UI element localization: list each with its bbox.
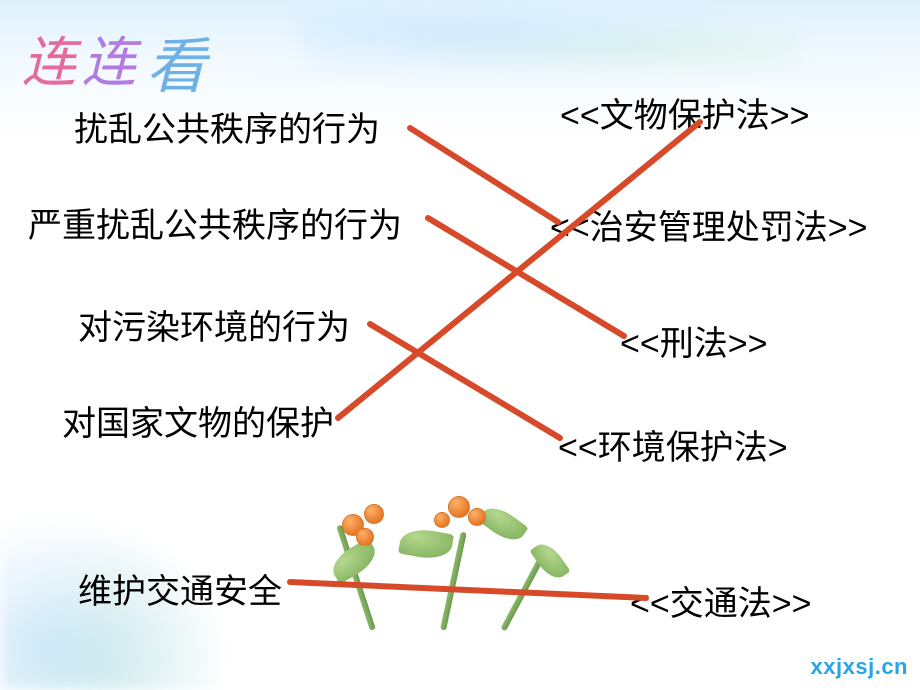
left-item-3: 对国家文物的保护 [62, 396, 334, 445]
plant-illustration [330, 490, 570, 630]
title-char-1: 连 [22, 18, 82, 105]
right-item-2: <<刑法>> [620, 316, 767, 365]
connection-line-2 [370, 324, 560, 438]
left-item-0: 扰乱公共秩序的行为 [74, 102, 380, 151]
left-item-4: 维护交通安全 [78, 564, 282, 613]
right-item-1: <<治安管理处罚法>> [550, 200, 867, 249]
right-item-2-text: <<刑法>> [620, 325, 767, 363]
left-item-0-text: 扰乱公共秩序的行为 [74, 111, 380, 149]
title-char-2: 连 [82, 18, 142, 105]
right-item-4: <<交通法>> [630, 576, 811, 625]
right-item-3-text: <<环境保护法> [558, 429, 788, 467]
page-title: 连 连 看 [22, 18, 212, 105]
watermark: xxjxsj.cn [811, 654, 908, 680]
left-item-2-text: 对污染环境的行为 [78, 309, 350, 347]
left-item-1: 严重扰乱公共秩序的行为 [28, 198, 402, 247]
right-item-4-text: <<交通法>> [630, 585, 811, 623]
title-char-3: 看 [146, 18, 212, 105]
right-item-3: <<环境保护法> [558, 420, 788, 469]
left-item-2: 对污染环境的行为 [78, 300, 350, 349]
left-item-3-text: 对国家文物的保护 [62, 405, 334, 443]
left-item-1-text: 严重扰乱公共秩序的行为 [28, 207, 402, 245]
left-item-4-text: 维护交通安全 [78, 573, 282, 611]
connection-line-0 [410, 128, 558, 222]
right-item-1-text: <<治安管理处罚法>> [550, 209, 867, 247]
right-item-0-text: <<文物保护法>> [560, 97, 809, 135]
right-item-0: <<文物保护法>> [560, 88, 809, 137]
connection-line-3 [338, 122, 700, 418]
